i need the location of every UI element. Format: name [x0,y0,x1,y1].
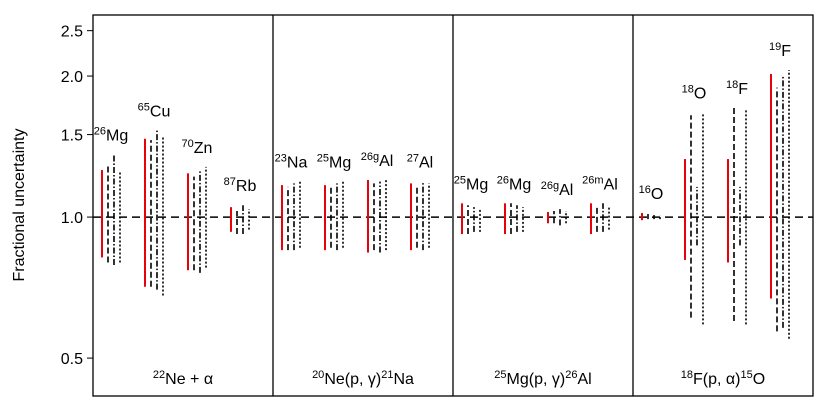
isotope-mass: 25 [317,153,329,165]
isotope-mass: 27 [407,153,419,165]
y-axis-label: Fractional uncertainty [11,129,28,282]
isotope-mass: 70 [182,138,194,150]
panel-label-sup: 15 [741,369,753,381]
panel-label-sup: 20 [312,369,324,381]
isotope-mass: 25 [454,174,466,186]
panel-label: 22Ne + α [153,369,213,388]
isotope-element: Cu [150,104,170,121]
isotope-element: Mg [106,128,128,145]
isotope-element: O [694,86,706,103]
isotope-element: F [738,81,748,98]
panel-label-sup: 18 [681,369,693,381]
isotope-element: Al [559,182,573,199]
isotope-element: Mg [466,176,488,193]
panel-label-sup: 21 [381,369,393,381]
isotope-label: 19F [769,41,791,60]
isotope-label: 87Rb [224,176,257,195]
isotope-label: 16O [639,184,664,203]
isotope-label: 18F [726,79,748,98]
isotope-mass: 16 [639,184,651,196]
isotope-mass: 18 [726,79,738,91]
isotope-element: Zn [194,140,213,157]
panel-label-text: Al [577,371,591,388]
panel-label-text: Na [393,371,414,388]
isotope-element: Mg [509,176,531,193]
isotope-label: 18O [682,84,707,103]
panel-label: 25Mg(p, γ)26Al [494,369,591,388]
isotope-mass: 26g [361,151,379,163]
panel-label-text: O [753,371,765,388]
isotope-label: 65Cu [138,102,171,121]
isotope-mass: 65 [138,102,150,114]
isotope-mass: 26 [497,174,509,186]
isotope-label: 23Na [275,153,308,172]
panel-label-sup: 22 [153,369,165,381]
y-tick-label: 2.5 [61,24,83,41]
isotope-mass: 26g [541,180,559,192]
isotope-label: 25Mg [454,174,488,193]
y-tick-label: 1.5 [61,128,83,145]
isotope-label: 70Zn [182,138,213,157]
y-tick-label: 1.0 [61,210,83,227]
isotope-label: 25Mg [317,153,351,172]
plot-frame [92,14,814,397]
panel-label-text: Mg(p, γ) [507,371,566,388]
y-tick-label: 0.5 [61,351,83,368]
isotope-label: 26Mg [497,174,531,193]
panel-label-sup: 26 [565,369,577,381]
isotope-element: Al [419,155,433,172]
y-tick-label: 2.0 [61,69,83,86]
panel-label: 20Ne(p, γ)21Na [312,369,414,388]
isotope-label: 26mAl [582,174,618,193]
isotope-element: Al [379,153,393,170]
isotope-mass: 18 [682,84,694,96]
panel-label-text: F(p, α) [693,371,740,388]
isotope-mass: 19 [769,41,781,53]
isotope-element: Al [604,176,618,193]
panel-label-text: Ne + α [165,371,213,388]
isotope-mass: 26 [94,126,106,138]
panel-label-sup: 25 [494,369,506,381]
panel-label: 18F(p, α)15O [681,369,765,388]
isotope-mass: 26m [582,174,603,186]
isotope-mass: 23 [275,153,287,165]
isotope-element: Rb [236,178,257,195]
isotope-label: 27Al [407,153,433,172]
panel-label-text: Ne(p, γ) [324,371,381,388]
isotope-mass: 87 [224,176,236,188]
isotope-label: 26gAl [361,151,394,170]
isotope-element: F [781,43,791,60]
isotope-element: Mg [329,155,351,172]
isotope-element: Na [287,155,308,172]
isotope-label: 26gAl [541,180,574,199]
isotope-element: O [651,186,663,203]
isotope-label: 26Mg [94,126,128,145]
